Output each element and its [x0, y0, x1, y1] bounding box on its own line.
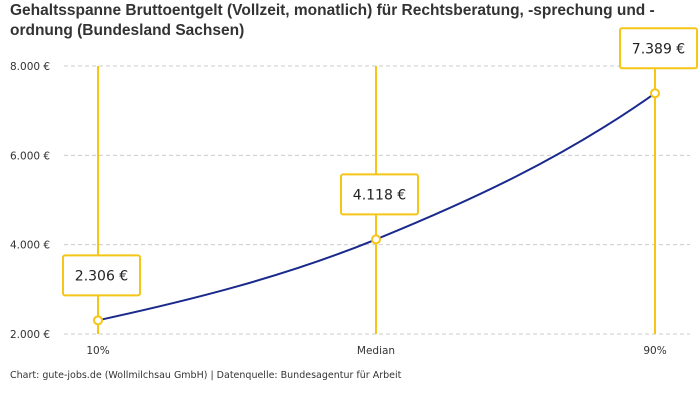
data-point: [650, 88, 660, 99]
data-label-box: [62, 254, 141, 297]
data-point: [93, 315, 103, 326]
data-label: 7.389 €: [632, 41, 685, 57]
y-tick-label: 2.000 €: [10, 329, 50, 341]
data-label: 2.306 €: [75, 268, 128, 284]
x-tick-label: Median: [357, 345, 395, 357]
x-tick-label: 10%: [86, 345, 109, 357]
data-label: 4.118 €: [353, 187, 406, 203]
y-tick-label: 4.000 €: [10, 240, 50, 252]
y-tick-label: 8.000 €: [10, 61, 50, 73]
data-label-box: [619, 27, 698, 70]
data-point: [371, 234, 381, 245]
chart-source: Chart: gute-jobs.de (Wollmilchsau GmbH) …: [10, 370, 402, 381]
chart-title: Gehaltsspanne Bruttoentgelt (Vollzeit, m…: [10, 2, 655, 39]
y-tick-label: 6.000 €: [10, 150, 50, 162]
data-label-box: [340, 173, 419, 216]
x-tick-label: 90%: [643, 345, 666, 357]
